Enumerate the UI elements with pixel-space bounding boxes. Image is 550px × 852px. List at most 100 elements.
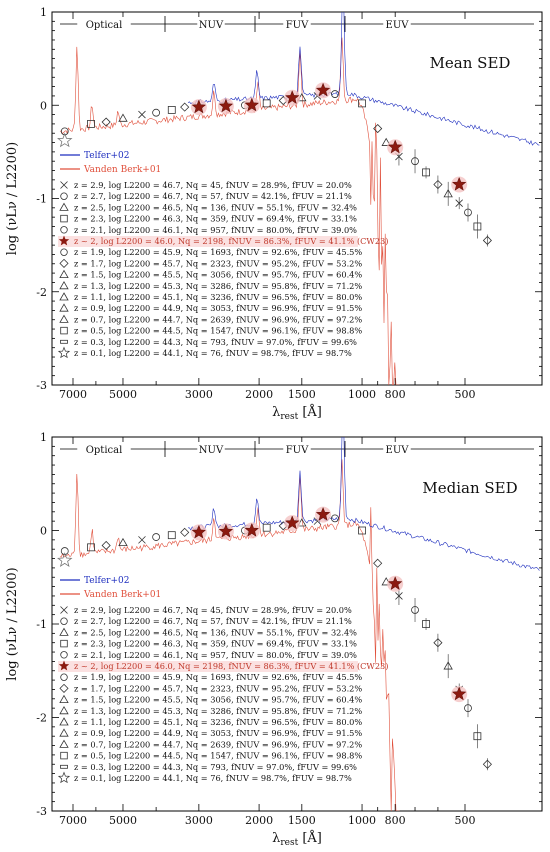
- cw23-star: [315, 82, 331, 97]
- legend-entry: z = 1.1, log L2200 = 45.1, Nq = 3236, fN…: [74, 717, 362, 727]
- y-tick-label: -2: [36, 286, 47, 299]
- legend-marker: [57, 771, 71, 784]
- cw23-points: [190, 506, 468, 703]
- band-bg: [197, 17, 225, 30]
- legend-marker: [60, 192, 68, 200]
- legend-marker: [60, 326, 68, 335]
- legend-marker: [59, 694, 69, 703]
- legend-marker: [59, 627, 69, 636]
- data-point: [118, 537, 128, 547]
- cw23-star: [387, 139, 403, 154]
- x-tick-label: 3000: [185, 388, 213, 401]
- y-tick-label: 1: [40, 6, 47, 19]
- data-point: [118, 113, 128, 122]
- data-point: [138, 110, 146, 119]
- legend-entry: z = 2.1, log L2200 = 46.1, Nq = 957, fNU…: [74, 650, 357, 660]
- y-tick-label: -3: [36, 379, 47, 392]
- y-axis-title: log (νLν / L2200): [5, 567, 20, 680]
- legend-entry: z ~ 2, log L2200 = 46.0, Nq = 2198, fNUV…: [74, 661, 388, 671]
- legend-marker: [60, 339, 68, 344]
- legend-marker: [59, 258, 69, 268]
- data-point: [87, 120, 95, 128]
- y-tick-label: 0: [40, 99, 47, 112]
- data-point: [152, 108, 161, 117]
- legend-entry: z = 0.1, log L2200 = 44.1, Nq = 76, fNUV…: [74, 773, 352, 783]
- cw23-star: [284, 90, 300, 105]
- data-point: [373, 558, 383, 568]
- legend-marker: [59, 717, 69, 726]
- legend-marker: [59, 269, 69, 278]
- legend-marker: [60, 181, 68, 189]
- legend-entry: z = 0.9, log L2200 = 44.9, Nq = 3053, fN…: [74, 303, 362, 313]
- legend-entry: z = 0.5, log L2200 = 44.5, Nq = 1547, fN…: [74, 751, 362, 761]
- legend-entry: z = 2.3, log L2200 = 46.3, Nq = 359, fNU…: [74, 214, 357, 224]
- y-tick-label: -2: [36, 712, 47, 725]
- legend-entry: z = 1.5, log L2200 = 45.5, Nq = 3056, fN…: [74, 695, 362, 705]
- x-tick-label: 1000: [348, 388, 376, 401]
- line-legend-label: Telfer+02: [84, 576, 129, 586]
- x-tick-label: 2000: [245, 814, 273, 827]
- legend-entry: z = 0.3, log L2200 = 44.3, Nq = 793, fNU…: [74, 762, 357, 772]
- legend-marker: [59, 705, 69, 715]
- legend-marker: [60, 617, 68, 625]
- x-tick-label: 5000: [109, 388, 137, 401]
- legend-entry: z = 0.5, log L2200 = 44.5, Nq = 1547, fN…: [74, 326, 362, 336]
- band-label-fuv: FUV: [286, 445, 309, 456]
- legend-marker: [58, 660, 70, 671]
- band-bg: [77, 17, 131, 30]
- legend-marker: [60, 673, 68, 681]
- band-label-fuv: FUV: [286, 20, 309, 31]
- legend-entry: z = 0.7, log L2200 = 44.7, Nq = 2639, fN…: [74, 739, 362, 749]
- legend-highlight: [58, 236, 358, 247]
- band-label-nuv: NUV: [199, 445, 224, 456]
- x-tick-label: 1500: [288, 814, 316, 827]
- marker-legend: z = 2.9, log L2200 = 46.7, Nq = 45, fNUV…: [57, 605, 388, 784]
- panel-title: Mean SED: [430, 54, 511, 72]
- band-bg: [383, 442, 411, 455]
- legend-entry: z = 1.3, log L2200 = 45.3, Nq = 3286, fN…: [74, 281, 362, 291]
- legend-entry: z = 1.9, log L2200 = 45.9, Nq = 1693, fN…: [74, 247, 362, 257]
- cw23-star: [451, 686, 467, 701]
- data-point: [101, 117, 111, 127]
- data-point: [331, 514, 339, 523]
- x-axis-title: λrest [Å]: [272, 404, 322, 422]
- legend-entry: z = 2.9, log L2200 = 46.7, Nq = 45, fNUV…: [74, 180, 352, 190]
- y-tick-label: 0: [40, 525, 47, 538]
- cw23-star: [191, 524, 207, 539]
- legend-entry: z = 1.9, log L2200 = 45.9, Nq = 1693, fN…: [74, 672, 362, 682]
- legend-entry: z = 1.1, log L2200 = 45.1, Nq = 3236, fN…: [74, 292, 362, 302]
- x-tick-label: 2000: [245, 388, 273, 401]
- legend-entry: z = 2.7, log L2200 = 46.7, Nq = 57, fNUV…: [74, 191, 352, 201]
- y-tick-label: -1: [36, 193, 47, 206]
- cw23-star: [191, 99, 207, 114]
- telfer-composite: [187, 12, 540, 146]
- band-bg: [77, 442, 131, 455]
- data-point: [152, 533, 161, 541]
- line-legend-label: Telfer+02: [84, 151, 129, 161]
- legend-highlight: [58, 661, 358, 672]
- legend-marker: [60, 226, 68, 234]
- x-tick-label: 500: [455, 388, 476, 401]
- data-point: [262, 99, 271, 108]
- cw23-star: [451, 176, 467, 191]
- legend-entry: z = 1.7, log L2200 = 45.7, Nq = 2323, fN…: [74, 683, 362, 693]
- marker-legend: z = 2.9, log L2200 = 46.7, Nq = 45, fNUV…: [57, 180, 388, 359]
- cw23-points: [190, 82, 468, 193]
- data-point: [381, 137, 391, 146]
- data-point: [358, 99, 366, 108]
- legend-entry: z = 2.3, log L2200 = 46.3, Nq = 359, fNU…: [74, 639, 357, 649]
- band-label-nuv: NUV: [199, 20, 224, 31]
- band-bg: [283, 442, 311, 455]
- legend-entry: z = 1.5, log L2200 = 45.5, Nq = 3056, fN…: [74, 270, 362, 280]
- x-axis-title: λrest [Å]: [272, 830, 322, 848]
- legend-entry: z = 2.1, log L2200 = 46.1, Nq = 957, fNU…: [74, 225, 357, 235]
- band-label-optical: Optical: [86, 20, 123, 31]
- legend-entry: z = 0.9, log L2200 = 44.9, Nq = 3053, fN…: [74, 728, 362, 738]
- legend-entry: z ~ 2, log L2200 = 46.0, Nq = 2198, fNUV…: [74, 236, 388, 246]
- legend-marker: [59, 280, 69, 290]
- chart-panel-mean: 1 0 -1 -2 -3 7000 5000 3000 2000 1500 1000 800 500 λr…: [5, 6, 543, 422]
- legend-marker: [60, 639, 68, 648]
- data-point: [373, 123, 383, 134]
- band-label-optical: Optical: [86, 445, 123, 456]
- low-z-star: [57, 552, 73, 568]
